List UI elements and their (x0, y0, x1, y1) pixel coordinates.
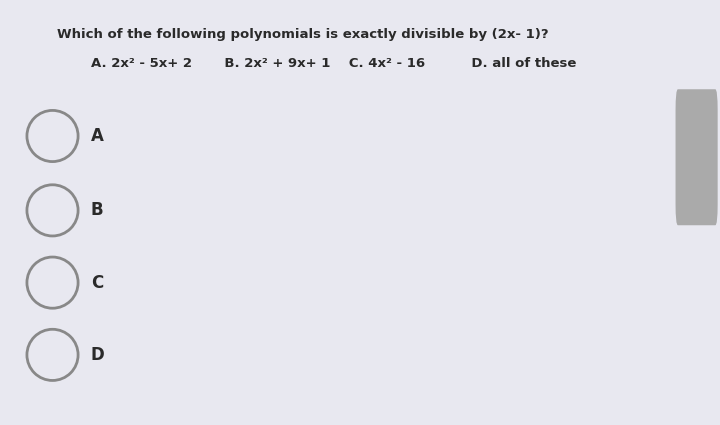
Text: B: B (91, 201, 104, 219)
Text: A. 2x² - 5x+ 2       B. 2x² + 9x+ 1    C. 4x² - 16          D. all of these: A. 2x² - 5x+ 2 B. 2x² + 9x+ 1 C. 4x² - 1… (91, 57, 576, 71)
Text: Which of the following polynomials is exactly divisible by (2x- 1)?: Which of the following polynomials is ex… (57, 28, 549, 41)
FancyBboxPatch shape (675, 89, 718, 225)
Text: A: A (91, 127, 104, 145)
Text: D: D (91, 346, 104, 364)
Text: C: C (91, 274, 103, 292)
